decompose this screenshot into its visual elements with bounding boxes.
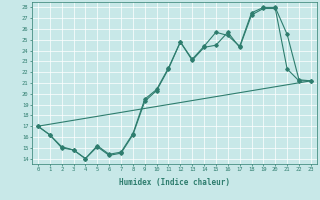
X-axis label: Humidex (Indice chaleur): Humidex (Indice chaleur) — [119, 178, 230, 187]
